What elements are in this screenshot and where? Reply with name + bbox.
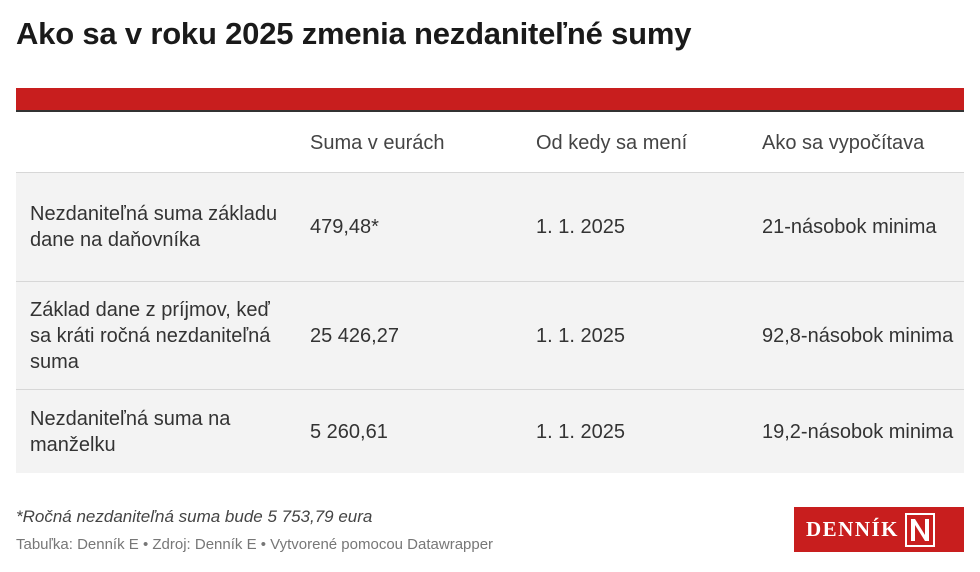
logo-n-icon (905, 512, 936, 547)
dennik-e-logo[interactable]: DENNÍK (794, 507, 964, 552)
date-cell: 1. 1. 2025 (536, 420, 625, 443)
table-row: Základ dane z príjmov, keď sa kráti ročn… (16, 282, 964, 390)
table-row: Nezdaniteľná suma základu dane na daňovn… (16, 173, 964, 282)
table-row: Nezdaniteľná suma na manželku 5 260,61 1… (16, 390, 964, 473)
data-table: Suma v eurách Od kedy sa mení Ako sa vyp… (16, 114, 964, 473)
source-credits: Tabuľka: Denník E • Zdroj: Denník E • Vy… (16, 536, 494, 553)
date-cell: 1. 1. 2025 (536, 216, 625, 238)
column-header-effective-date: Od kedy sa mení (536, 132, 688, 154)
row-label: Nezdaniteľná suma základu dane na daňovn… (30, 203, 278, 251)
footnote: *Ročná nezdaniteľná suma bude 5 753,79 e… (16, 507, 373, 526)
date-cell: 1. 1. 2025 (536, 324, 625, 347)
logo-wordmark: DENNÍK (806, 517, 900, 541)
row-label: Nezdaniteľná suma na manželku (30, 407, 231, 456)
column-header-calculation: Ako sa vypočítava (762, 132, 925, 154)
calculation-cell: 92,8-násobok minima (762, 324, 954, 347)
page-title: Ako sa v roku 2025 zmenia nezdaniteľné s… (16, 16, 692, 51)
column-header-amount: Suma v eurách (310, 132, 445, 154)
amount-cell: 25 426,27 (310, 324, 399, 347)
calculation-cell: 21-násobok minima (762, 216, 937, 238)
calculation-cell: 19,2-násobok minima (762, 420, 954, 443)
row-label: Základ dane z príjmov, keď sa kráti ročn… (30, 298, 271, 373)
header-accent-bar (16, 88, 964, 112)
table-header-row: Suma v eurách Od kedy sa mení Ako sa vyp… (16, 114, 964, 173)
amount-cell: 479,48* (310, 216, 379, 238)
amount-cell: 5 260,61 (310, 420, 388, 443)
